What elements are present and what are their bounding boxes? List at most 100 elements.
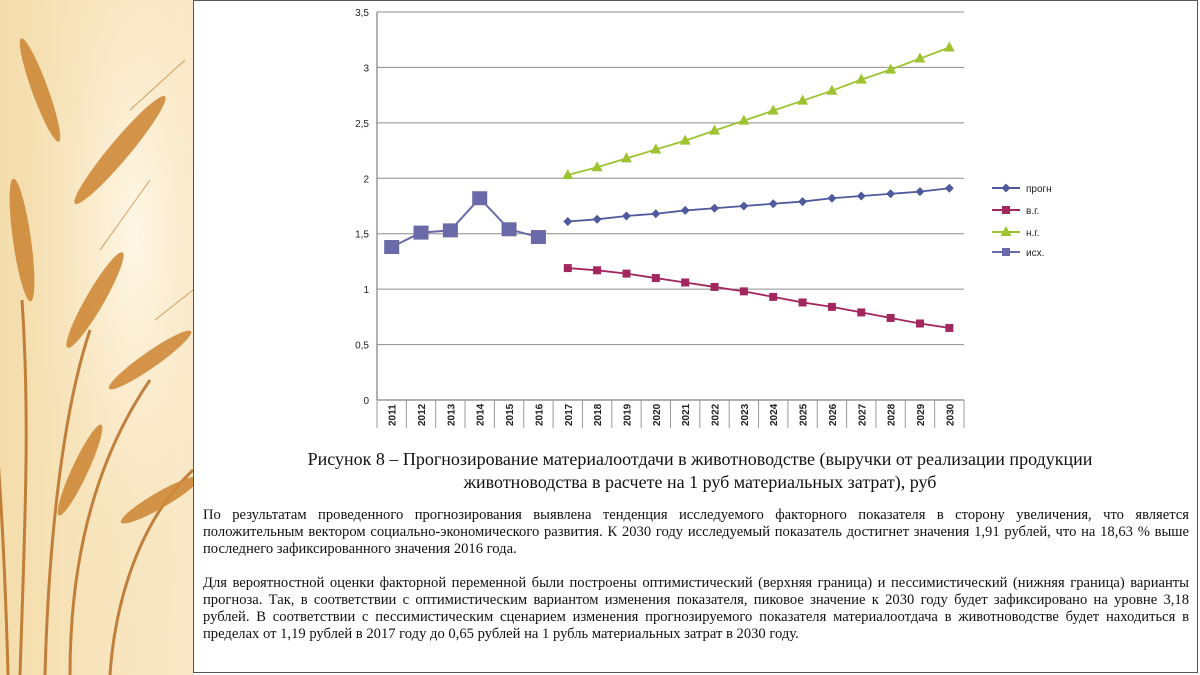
data-point (593, 266, 602, 275)
wheat-image (0, 0, 193, 675)
data-point (680, 205, 690, 215)
data-point (827, 193, 837, 203)
data-point (679, 134, 691, 145)
paragraph-conclusion: По результатам проведенного прогнозирова… (203, 507, 1189, 557)
data-point (442, 223, 458, 238)
data-point (709, 124, 721, 135)
y-tick-label: 0,5 (355, 341, 369, 352)
series-line (567, 187, 950, 223)
x-tick-label: 2021 (681, 403, 692, 426)
legend-item: прогн (992, 183, 1052, 195)
data-point (1002, 248, 1010, 256)
data-point (855, 73, 867, 84)
series-line (567, 267, 950, 329)
data-point (1001, 183, 1011, 193)
x-tick-label: 2027 (857, 403, 868, 426)
data-point (886, 189, 896, 199)
legend-label: н.г. (1026, 228, 1040, 239)
data-point (826, 84, 838, 95)
y-tick-label: 1,5 (355, 230, 369, 241)
legend-item: н.г. (992, 226, 1040, 239)
x-tick-label: 2022 (711, 403, 722, 426)
series-big-square (384, 191, 546, 255)
data-point (563, 217, 573, 227)
chart-grid (377, 11, 964, 401)
data-point (501, 222, 517, 237)
data-point (621, 211, 631, 221)
data-point (857, 308, 866, 317)
x-tick-label: 2015 (505, 403, 516, 426)
data-point (943, 41, 955, 52)
series-triangle (562, 41, 955, 179)
slide-frame (193, 0, 1198, 673)
data-point (384, 240, 400, 255)
figure-caption: Рисунок 8 – Прогнозирование материалоотд… (220, 448, 1180, 494)
data-point (914, 52, 926, 63)
y-tick-label: 2,5 (355, 119, 369, 130)
legend-label: в.г. (1026, 206, 1039, 217)
data-point (945, 323, 954, 332)
data-point (622, 269, 631, 278)
chart-legend: прогн в.г. н.г. исх. (992, 183, 1052, 259)
data-point (620, 152, 632, 163)
line-chart: 0 0,5 1 1,5 2 2,5 3 3,5 2011 2012 2013 2014 2015 2016… (355, 8, 1052, 428)
data-point (651, 274, 660, 283)
data-point (651, 209, 661, 219)
data-point (592, 214, 602, 224)
x-tick-label: 2028 (887, 403, 898, 426)
data-point (769, 292, 778, 301)
data-point (710, 282, 719, 291)
data-point (681, 278, 690, 287)
data-point (562, 168, 574, 179)
data-point (739, 201, 749, 211)
x-tick-label: 2030 (945, 403, 956, 426)
legend-item: исх. (992, 248, 1044, 259)
data-point (886, 313, 895, 322)
data-point (768, 199, 778, 209)
data-point (1002, 206, 1010, 214)
y-tick-label: 2 (363, 174, 369, 185)
data-point (591, 161, 603, 172)
x-tick-label: 2020 (652, 403, 663, 426)
x-tick-label: 2024 (769, 403, 780, 426)
wheat-decoration (0, 0, 193, 675)
data-point (827, 302, 836, 311)
x-tick-label: 2016 (534, 403, 545, 426)
data-point (530, 230, 546, 245)
chart-series (384, 41, 955, 332)
x-tick-label: 2012 (417, 403, 428, 426)
x-tick-label: 2019 (622, 403, 633, 426)
series-diamond (563, 183, 954, 227)
x-tick-label: 2018 (593, 403, 604, 426)
data-point (650, 143, 662, 154)
data-point (944, 183, 954, 193)
legend-item: в.г. (992, 206, 1039, 217)
data-point (856, 191, 866, 201)
data-point (767, 104, 779, 115)
paragraph-scenarios: Для вероятностной оценки факторной перем… (203, 575, 1189, 642)
y-tick-label: 3,5 (355, 8, 369, 19)
data-point (739, 287, 748, 296)
data-point (798, 298, 807, 307)
series-square (563, 264, 954, 332)
data-point (1000, 226, 1012, 236)
data-point (472, 191, 488, 206)
data-point (710, 203, 720, 213)
data-point (798, 197, 808, 207)
data-point (797, 94, 809, 105)
x-tick-label: 2017 (564, 403, 575, 426)
chart-axes: 0 0,5 1 1,5 2 2,5 3 3,5 2011 2012 2013 2014 2015 2016… (355, 8, 965, 428)
caption-line-1: Рисунок 8 – Прогнозирование материалоотд… (307, 449, 1093, 469)
legend-label: исх. (1026, 248, 1044, 259)
y-tick-label: 3 (363, 63, 369, 74)
x-tick-label: 2029 (916, 403, 927, 426)
data-point (915, 319, 924, 328)
x-tick-label: 2013 (446, 403, 457, 426)
series-line (567, 46, 950, 176)
y-tick-label: 0 (363, 396, 369, 407)
legend-label: прогн (1026, 184, 1052, 195)
data-point (885, 63, 897, 74)
data-point (738, 114, 750, 125)
data-point (915, 187, 925, 197)
data-point (563, 264, 572, 273)
